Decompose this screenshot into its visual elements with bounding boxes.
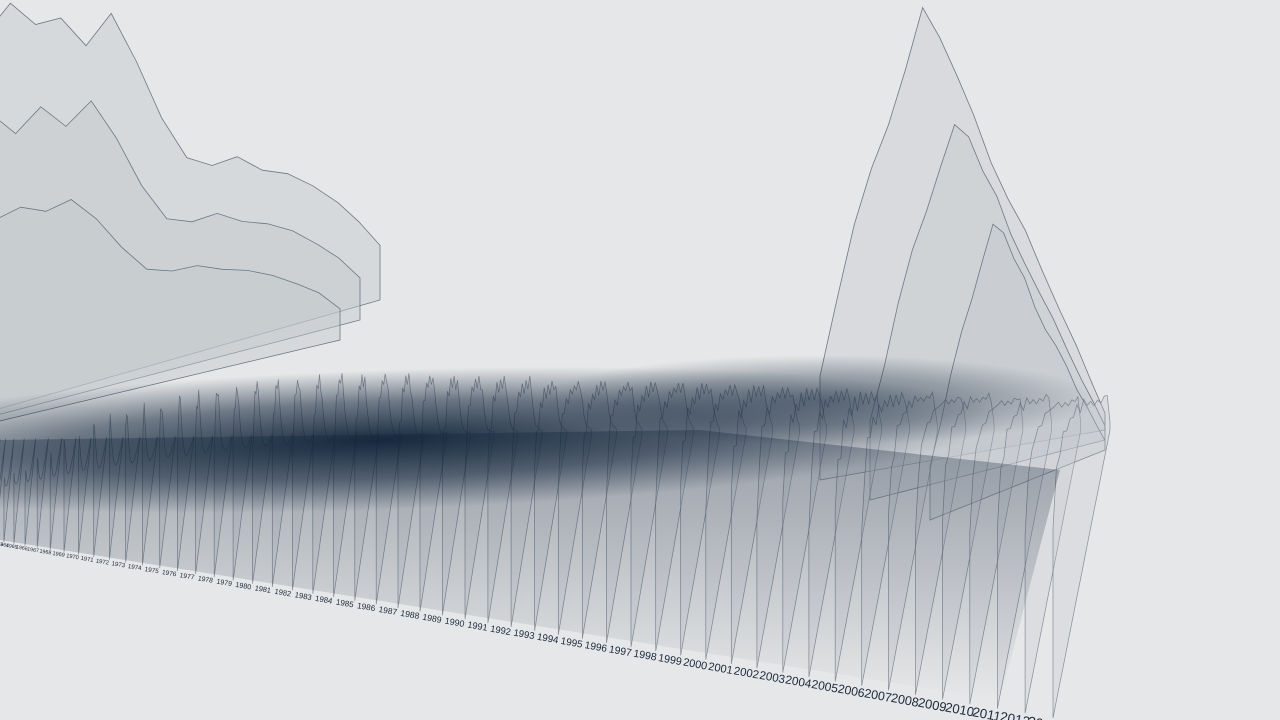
year-label-2002: 2002 — [733, 665, 760, 681]
year-label-1987: 1987 — [378, 604, 398, 617]
year-label-1976: 1976 — [161, 569, 177, 578]
density-shadow-right — [540, 355, 1100, 445]
year-label-1970: 1970 — [66, 553, 79, 561]
year-label-1983: 1983 — [294, 590, 312, 602]
year-label-1963: 1963 — [0, 541, 4, 549]
year-label-1978: 1978 — [197, 575, 213, 584]
year-label-2005: 2005 — [810, 677, 839, 696]
year-label-1979: 1979 — [216, 579, 233, 589]
year-label-1982: 1982 — [274, 587, 292, 599]
year-label-1995: 1995 — [560, 636, 584, 651]
year-label-2013: 2013 — [1027, 714, 1060, 720]
year-label-2012: 2012 — [999, 709, 1031, 720]
year-label-1980: 1980 — [235, 580, 252, 592]
year-label-1967: 1967 — [27, 547, 40, 555]
year-label-1965: 1965 — [6, 543, 18, 551]
year-label-1984: 1984 — [314, 594, 333, 606]
year-label-1994: 1994 — [536, 632, 560, 647]
year-label-1998: 1998 — [632, 648, 657, 664]
year-label-1986: 1986 — [356, 601, 376, 613]
density-shadow — [0, 355, 1100, 700]
year-label-1996: 1996 — [584, 640, 608, 655]
year-label-1972: 1972 — [95, 559, 109, 567]
year-label-2001: 2001 — [707, 661, 733, 677]
year-label-1988: 1988 — [400, 608, 421, 621]
year-label-1969: 1969 — [52, 551, 65, 559]
year-label-1999: 1999 — [657, 652, 683, 668]
year-label-1968: 1968 — [39, 549, 52, 557]
year-label-1973: 1973 — [111, 560, 126, 569]
year-label-1981: 1981 — [254, 583, 272, 595]
year-label-1974: 1974 — [127, 563, 142, 572]
background-peak — [0, 2, 381, 409]
year-label-1990: 1990 — [444, 616, 465, 629]
year-label-2000: 2000 — [682, 656, 708, 672]
year-label-2006: 2006 — [837, 682, 866, 701]
year-label-1989: 1989 — [422, 612, 443, 625]
year-label-1992: 1992 — [490, 624, 512, 637]
year-label-1991: 1991 — [467, 620, 489, 633]
year-label-1971: 1971 — [80, 556, 94, 564]
year-label-1985: 1985 — [335, 598, 355, 610]
year-label-1993: 1993 — [513, 628, 536, 643]
year-label-2007: 2007 — [863, 686, 893, 705]
year-label-2010: 2010 — [944, 699, 975, 719]
density-shadow-floor — [0, 430, 1060, 700]
year-label-2003: 2003 — [758, 669, 786, 687]
year-label-1975: 1975 — [144, 566, 160, 575]
year-slice-2014 — [1052, 395, 1111, 719]
year-label-2004: 2004 — [784, 672, 813, 691]
year-label-1966: 1966 — [16, 545, 28, 553]
year-label-1964: 1964 — [0, 541, 9, 549]
year-label-1997: 1997 — [608, 644, 633, 659]
year-label-2011: 2011 — [971, 704, 1002, 720]
year-label-2009: 2009 — [917, 695, 948, 715]
year-label-1977: 1977 — [179, 572, 195, 581]
year-label-2008: 2008 — [890, 691, 920, 710]
